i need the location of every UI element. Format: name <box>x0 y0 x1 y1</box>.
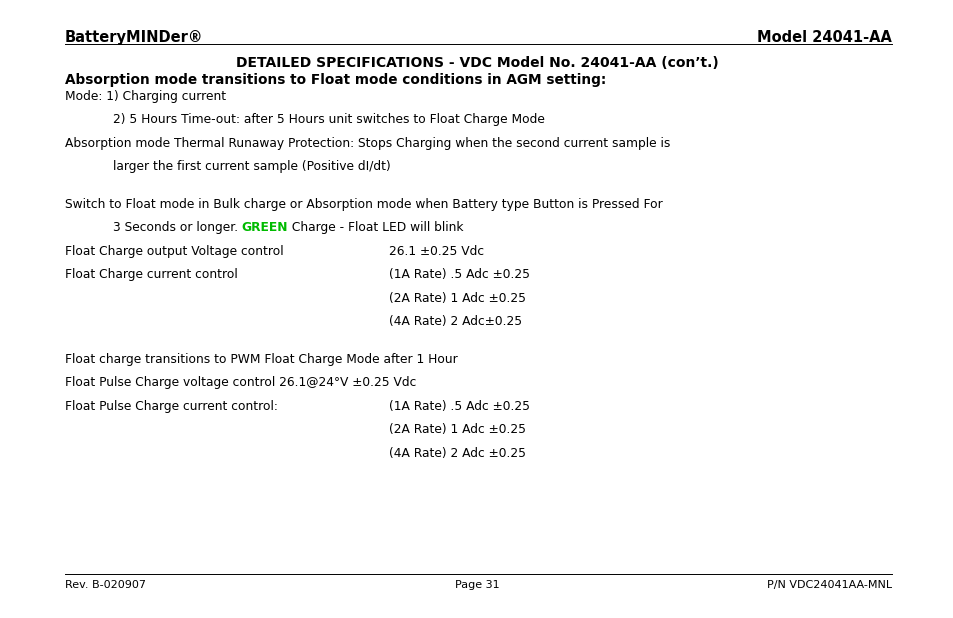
Text: Float Charge output Voltage control: Float Charge output Voltage control <box>65 245 283 258</box>
Text: larger the first current sample (Positive dI/dt): larger the first current sample (Positiv… <box>112 160 390 173</box>
Text: BatteryMINDer®: BatteryMINDer® <box>65 30 203 44</box>
Text: Float Pulse Charge current control:: Float Pulse Charge current control: <box>65 400 277 413</box>
Text: GREEN: GREEN <box>241 221 288 234</box>
Text: Float Pulse Charge voltage control 26.1@24°V ±0.25 Vdc: Float Pulse Charge voltage control 26.1@… <box>65 376 416 389</box>
Text: (4A Rate) 2 Adc ±0.25: (4A Rate) 2 Adc ±0.25 <box>389 447 526 460</box>
Text: Model 24041-AA: Model 24041-AA <box>757 30 891 44</box>
Text: (2A Rate) 1 Adc ±0.25: (2A Rate) 1 Adc ±0.25 <box>389 423 526 436</box>
Text: 26.1 ±0.25 Vdc: 26.1 ±0.25 Vdc <box>389 245 484 258</box>
Text: Float charge transitions to PWM Float Charge Mode after 1 Hour: Float charge transitions to PWM Float Ch… <box>65 353 457 366</box>
Text: DETAILED SPECIFICATIONS - VDC Model No. 24041-AA (con’t.): DETAILED SPECIFICATIONS - VDC Model No. … <box>235 56 718 70</box>
Text: 2) 5 Hours Time-out: after 5 Hours unit switches to Float Charge Mode: 2) 5 Hours Time-out: after 5 Hours unit … <box>112 113 544 126</box>
Text: Float Charge current control: Float Charge current control <box>65 268 237 281</box>
Text: P/N VDC24041AA-MNL: P/N VDC24041AA-MNL <box>766 580 891 590</box>
Text: (4A Rate) 2 Adc±0.25: (4A Rate) 2 Adc±0.25 <box>389 315 522 328</box>
Text: Switch to Float mode in Bulk charge or Absorption mode when Battery type Button : Switch to Float mode in Bulk charge or A… <box>65 198 662 211</box>
Text: Absorption mode Thermal Runaway Protection: Stops Charging when the second curre: Absorption mode Thermal Runaway Protecti… <box>65 137 670 150</box>
Text: Absorption mode transitions to Float mode conditions in AGM setting:: Absorption mode transitions to Float mod… <box>65 73 605 87</box>
Text: Page 31: Page 31 <box>455 580 498 590</box>
Text: Rev. B-020907: Rev. B-020907 <box>65 580 146 590</box>
Text: Mode: 1) Charging current: Mode: 1) Charging current <box>65 90 226 103</box>
Text: (1A Rate) .5 Adc ±0.25: (1A Rate) .5 Adc ±0.25 <box>389 400 530 413</box>
Text: Charge - Float LED will blink: Charge - Float LED will blink <box>288 221 463 234</box>
Text: 3 Seconds or longer.: 3 Seconds or longer. <box>112 221 241 234</box>
Text: (2A Rate) 1 Adc ±0.25: (2A Rate) 1 Adc ±0.25 <box>389 292 526 305</box>
Text: (1A Rate) .5 Adc ±0.25: (1A Rate) .5 Adc ±0.25 <box>389 268 530 281</box>
